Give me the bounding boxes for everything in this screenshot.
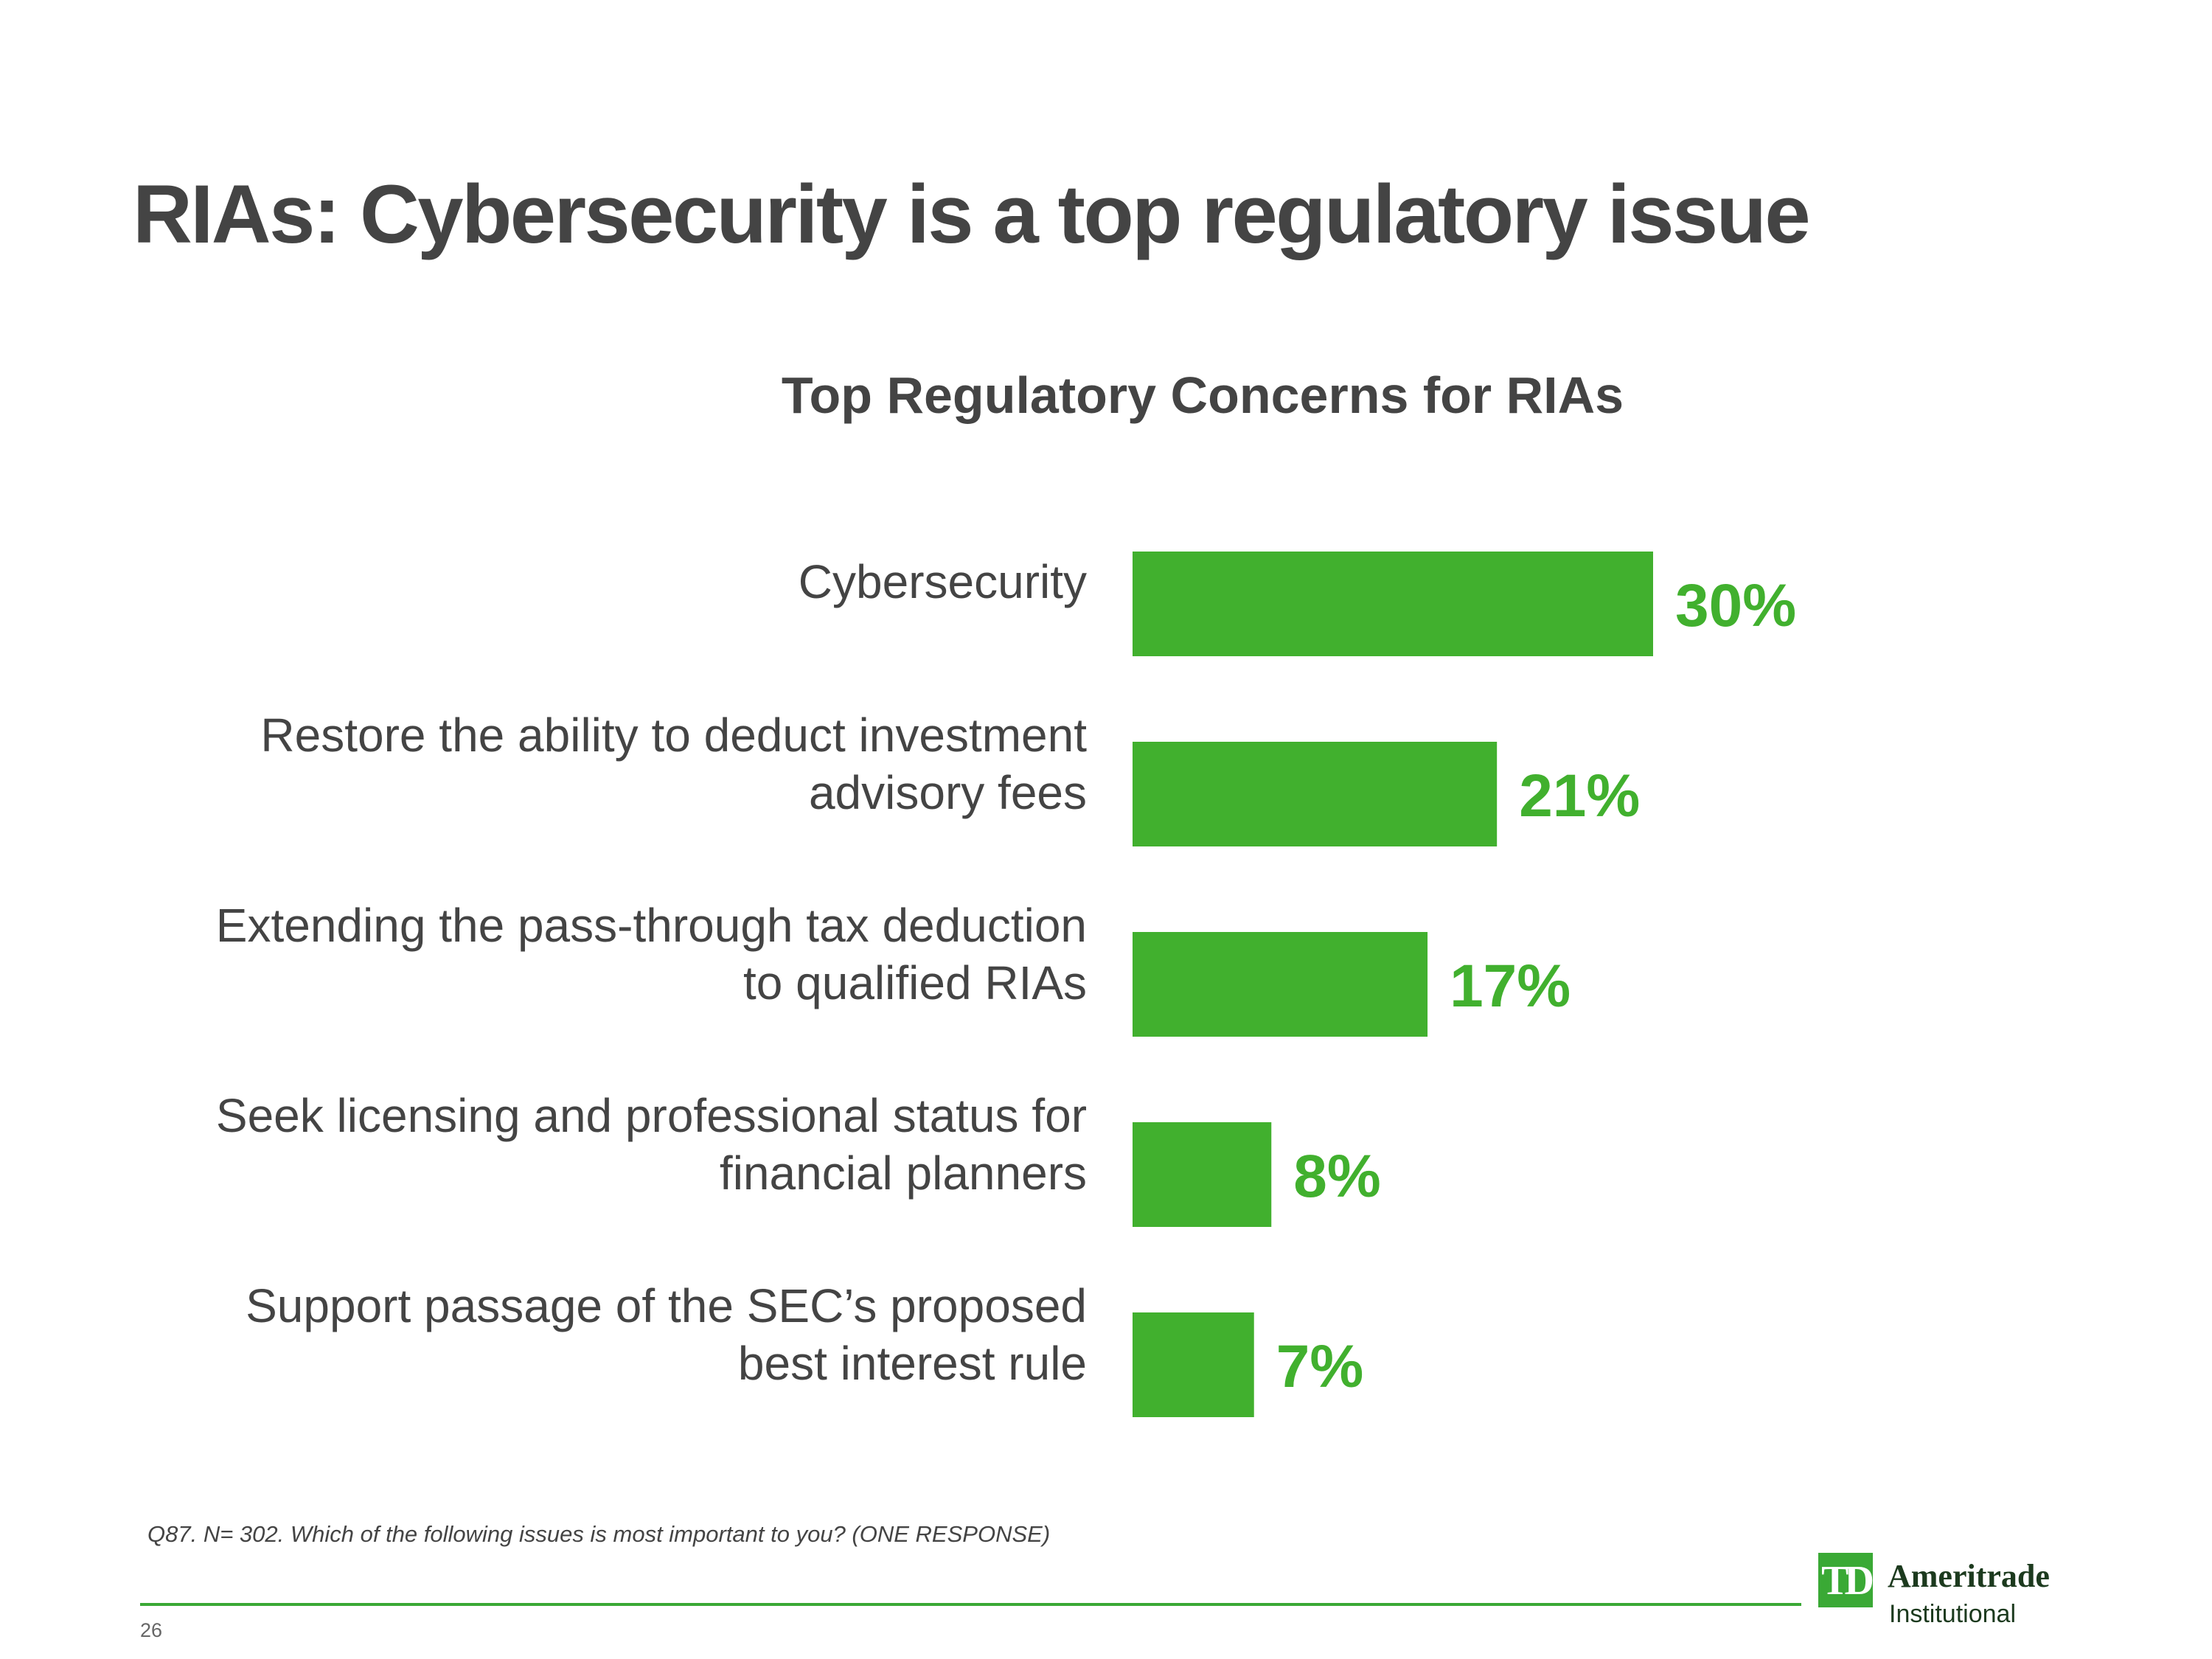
logo-name: Ameritrade xyxy=(1888,1558,2050,1594)
category-label-3-line-0: Seek licensing and professional status f… xyxy=(216,1089,1087,1142)
category-label-3-line-1: financial planners xyxy=(720,1147,1087,1200)
category-label-4-line-1: best interest rule xyxy=(738,1337,1087,1390)
bar-3 xyxy=(1133,1122,1272,1227)
td-ameritrade-logo: TD Ameritrade Institutional xyxy=(1818,1553,2106,1634)
category-label-2-line-1: to qualified RIAs xyxy=(743,956,1087,1009)
bar-2 xyxy=(1133,932,1428,1037)
bar-1 xyxy=(1133,742,1498,846)
chart-title: Top Regulatory Concerns for RIAs xyxy=(781,366,1624,424)
footer-divider xyxy=(140,1603,1801,1606)
value-label-2: 17% xyxy=(1450,953,1571,1020)
logo-subtitle: Institutional xyxy=(1889,1600,2016,1628)
category-label-2-line-0: Extending the pass-through tax deduction xyxy=(216,899,1087,952)
survey-footnote: Q87. N= 302. Which of the following issu… xyxy=(147,1521,1051,1547)
value-label-1: 21% xyxy=(1519,762,1640,830)
value-label-4: 7% xyxy=(1276,1333,1364,1400)
category-label-1-line-1: advisory fees xyxy=(809,766,1087,819)
category-label-4-line-0: Support passage of the SEC’s proposed xyxy=(246,1279,1087,1332)
category-label-0-line-0: Cybersecurity xyxy=(799,555,1087,608)
bar-0 xyxy=(1133,552,1653,656)
page-number: 26 xyxy=(140,1619,163,1641)
value-label-3: 8% xyxy=(1293,1143,1381,1210)
td-logo-mark-icon: TD xyxy=(1818,1553,1874,1607)
page-title: RIAs: Cybersecurity is a top regulatory … xyxy=(133,168,1811,260)
bar-4 xyxy=(1133,1312,1254,1417)
value-label-0: 30% xyxy=(1675,572,1796,639)
category-label-1-line-0: Restore the ability to deduct investment xyxy=(260,709,1087,762)
